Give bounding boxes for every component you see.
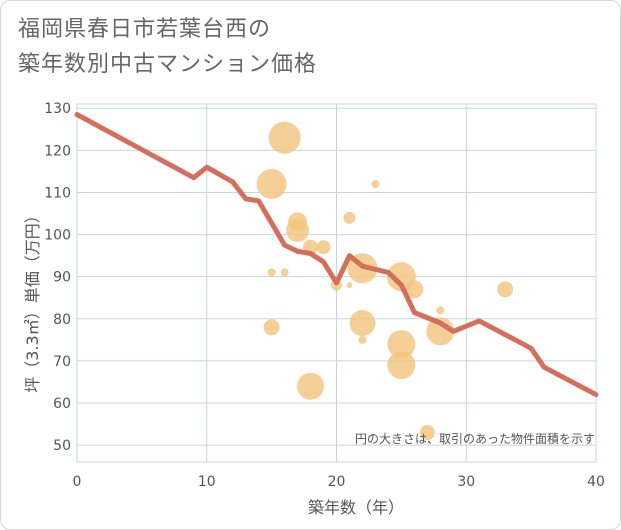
- y-tick-label: 100: [44, 228, 71, 244]
- bubble-point: [263, 319, 280, 336]
- bubble-point: [316, 240, 331, 255]
- x-tick-label: 0: [73, 474, 82, 490]
- bubble-point: [268, 121, 301, 154]
- bubble-point: [280, 268, 289, 277]
- chart-title: 福岡県春日市若葉台西の 築年数別中古マンション価格: [18, 12, 317, 82]
- bubble-point: [426, 317, 455, 346]
- bubble-point: [358, 335, 367, 344]
- bubble-point: [436, 306, 445, 315]
- trend-line-layer: [74, 112, 599, 398]
- bubble-point: [346, 282, 353, 289]
- y-tick-label: 80: [53, 312, 71, 328]
- tick-labels: 0 10 20 30 40 50 60 70 80 90 100 110 120 130: [44, 101, 605, 490]
- average-price-line: [74, 112, 599, 398]
- y-tick-label: 60: [53, 396, 71, 412]
- x-tick-label: 40: [587, 474, 605, 490]
- bubble-point: [371, 180, 380, 189]
- bubble-point: [256, 169, 287, 200]
- x-tick-label: 10: [198, 474, 216, 490]
- bubble-point: [349, 310, 376, 337]
- chart-title-line1: 福岡県春日市若葉台西の: [18, 17, 272, 42]
- bubble-point: [387, 351, 416, 380]
- y-tick-label: 70: [53, 354, 71, 370]
- bubble-point: [387, 330, 416, 359]
- y-axis-label: 坪（3.3㎡）単価（万円）: [23, 207, 42, 392]
- y-tick-label: 130: [44, 101, 71, 117]
- y-tick-label: 90: [53, 270, 71, 286]
- x-tick-label: 20: [328, 474, 346, 490]
- bubble-point: [297, 372, 325, 400]
- bubble-point: [343, 211, 356, 224]
- y-tick-label: 120: [44, 143, 71, 159]
- y-tick-label: 110: [44, 185, 71, 201]
- bubble-point: [405, 280, 424, 299]
- x-axis-label: 築年数（年）: [308, 498, 404, 517]
- bubble-point: [419, 425, 435, 441]
- bubble-point: [286, 218, 310, 242]
- size-note: 円の大きさは、取引のあった物件面積を示す: [355, 431, 595, 446]
- bubble-point: [497, 281, 514, 298]
- chart-title-line2: 築年数別中古マンション価格: [18, 52, 318, 77]
- bubble-layer: [256, 121, 514, 441]
- bubble-point: [267, 268, 276, 277]
- y-tick-label: 50: [53, 438, 71, 454]
- x-tick-label: 30: [457, 474, 475, 490]
